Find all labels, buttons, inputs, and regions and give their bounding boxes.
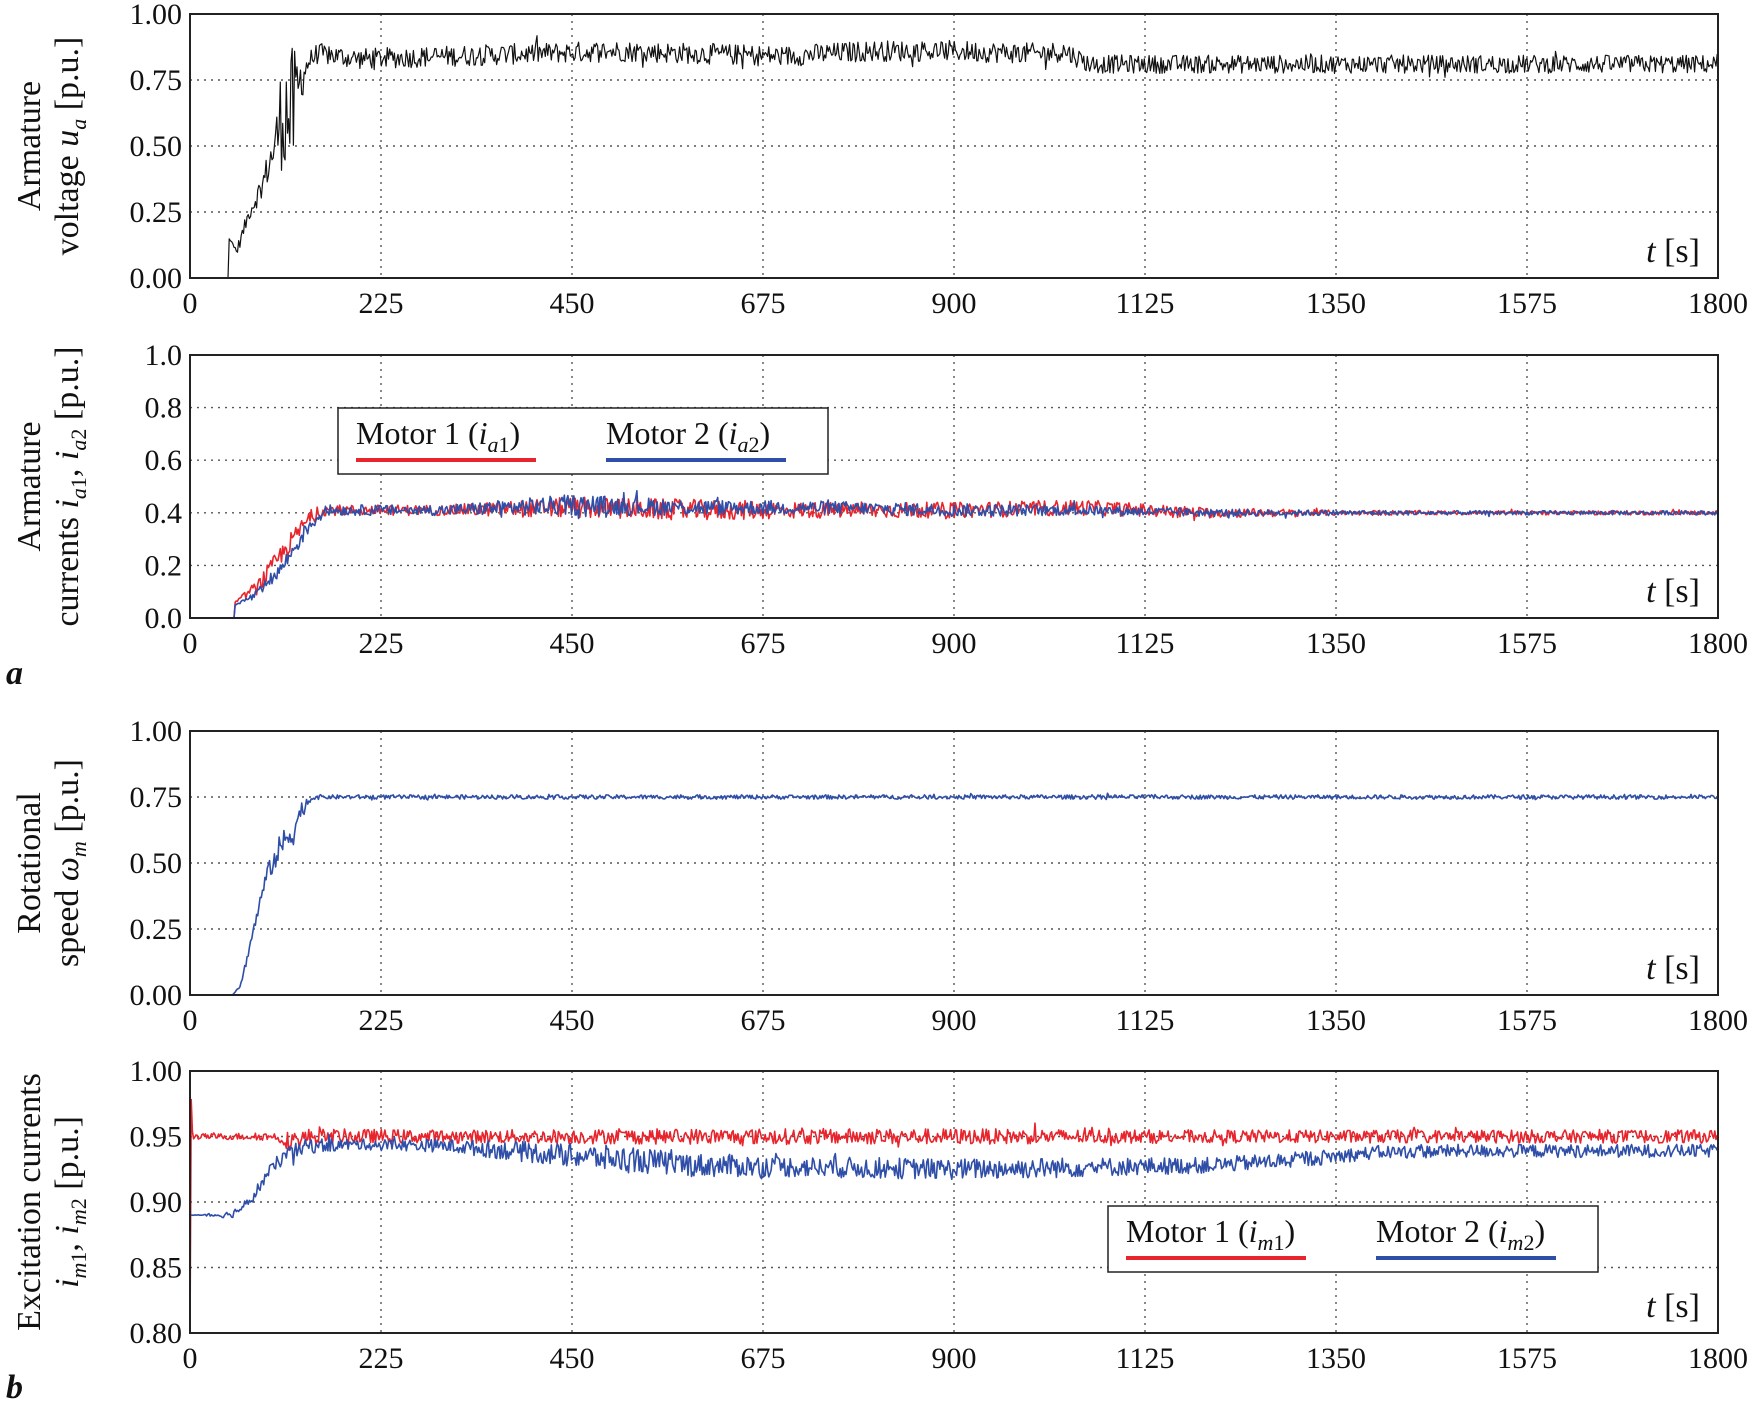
panel-label-b: b xyxy=(6,1369,23,1406)
y-axis-label-line-1: Excitation currents xyxy=(11,1073,48,1331)
y-axis-label-line-1: Rotational xyxy=(11,792,48,934)
y-tick-label: 0.8 xyxy=(145,392,183,425)
plot-frame xyxy=(189,354,1719,619)
legend-box xyxy=(337,407,829,475)
x-tick-label: 0 xyxy=(183,1004,198,1037)
y-tick-label: 0.25 xyxy=(130,913,183,946)
x-tick-label: 450 xyxy=(550,1004,595,1037)
x-tick-label: 900 xyxy=(932,287,977,320)
legend-entry-1: Motor 1 (im1​) xyxy=(1126,1213,1295,1255)
x-tick-label: 1125 xyxy=(1116,627,1175,660)
series-line-2 xyxy=(190,489,1718,619)
x-tick-label: 1350 xyxy=(1306,1004,1366,1037)
chart-armature-currents: 0.0 0.2 0.4 0.6 0.8 1.0 0 225 450 675 900 1125 1350 1… xyxy=(11,339,1748,660)
x-tick-label: 1125 xyxy=(1116,287,1175,320)
x-tick-label: 0 xyxy=(183,627,198,660)
plot-frame xyxy=(189,1070,1719,1334)
x-tick-label: 225 xyxy=(359,287,404,320)
y-tick-label: 0.00 xyxy=(130,262,183,295)
series-line-1 xyxy=(189,1098,1718,1334)
x-tick-label: 1575 xyxy=(1497,627,1557,660)
legend-entry-2: Motor 2 (ia2​) xyxy=(606,415,770,457)
y-tick-label: 0.75 xyxy=(130,781,183,814)
y-tick-label: 0.90 xyxy=(130,1186,183,1219)
y-tick-label: 1.00 xyxy=(130,0,183,31)
x-tick-label: 450 xyxy=(550,627,595,660)
x-tick-label: 1800 xyxy=(1688,287,1748,320)
panel-label-a: a xyxy=(6,655,23,692)
x-tick-label: 1575 xyxy=(1497,287,1557,320)
y-tick-label: 0.00 xyxy=(130,979,183,1012)
legend-entry-2: Motor 2 (im2​) xyxy=(1376,1213,1545,1255)
x-tick-label: 1350 xyxy=(1306,1342,1366,1375)
plot-frame xyxy=(189,13,1719,279)
x-tick-label: 1800 xyxy=(1688,1004,1748,1037)
x-tick-label: 1800 xyxy=(1688,1342,1748,1375)
x-tick-label: 900 xyxy=(932,627,977,660)
x-tick-label: 1350 xyxy=(1306,287,1366,320)
series-line-2 xyxy=(190,1134,1718,1219)
x-tick-label: 675 xyxy=(741,287,786,320)
plot-layer: 0.000.250.500.751.000 225 450 675 900 1125 135… xyxy=(11,0,1748,1375)
x-tick-label: 0 xyxy=(183,1342,198,1375)
x-tick-label: 900 xyxy=(932,1004,977,1037)
y-tick-label: 0.85 xyxy=(130,1252,183,1285)
y-tick-label: 0.50 xyxy=(130,847,183,880)
legend-entry-1: Motor 1 (ia1​) xyxy=(356,415,520,457)
y-tick-label: 1.0 xyxy=(145,339,183,372)
x-axis-label: t [s] xyxy=(1646,573,1700,610)
x-tick-label: 225 xyxy=(359,1342,404,1375)
x-tick-label: 675 xyxy=(741,627,786,660)
y-tick-label: 0.95 xyxy=(130,1121,183,1154)
x-tick-label: 1125 xyxy=(1116,1004,1175,1037)
chart-rotational-speed: 0.00 0.25 0.50 0.75 1.00 0 225 450 675 900 1125 135… xyxy=(11,715,1748,1037)
plot-frame xyxy=(189,730,1719,996)
x-tick-label: 1350 xyxy=(1306,627,1366,660)
x-tick-label: 1575 xyxy=(1497,1342,1557,1375)
chart-armature-voltage: 0.00 0.25 0.50 0.75 1.00 0 225 450 675 900 1125 135… xyxy=(11,0,1748,320)
y-tick-label: 0.80 xyxy=(130,1317,183,1350)
legend-box xyxy=(1107,1205,1599,1273)
y-tick-label: 0.50 xyxy=(130,130,183,163)
legend: Motor 1 (ia1​) Motor 2 (ia2​) xyxy=(337,407,829,475)
y-tick-label: 1.00 xyxy=(130,1055,183,1088)
x-axis-label: t [s] xyxy=(1646,1288,1700,1325)
x-tick-label: 225 xyxy=(359,1004,404,1037)
x-tick-label: 1800 xyxy=(1688,627,1748,660)
y-tick-label: 0.0 xyxy=(145,602,183,635)
x-axis-label: t [s] xyxy=(1646,233,1700,270)
x-tick-label: 1575 xyxy=(1497,1004,1557,1037)
x-axis-label: t [s] xyxy=(1646,950,1700,987)
x-tick-label: 900 xyxy=(932,1342,977,1375)
x-tick-label: 450 xyxy=(550,1342,595,1375)
y-tick-label: 0.25 xyxy=(130,196,183,229)
x-tick-label: 0 xyxy=(183,287,198,320)
y-axis-label-line-1: Armature xyxy=(11,81,48,211)
x-tick-label: 1125 xyxy=(1116,1342,1175,1375)
x-tick-label: 225 xyxy=(359,627,404,660)
y-axis-label-line-2: currents ia1​, ia2​ [p.u.] xyxy=(49,346,91,626)
x-tick-label: 675 xyxy=(741,1004,786,1037)
y-tick-label: 0.6 xyxy=(145,444,183,477)
x-tick-label: 675 xyxy=(741,1342,786,1375)
y-tick-label: 0.75 xyxy=(130,64,183,97)
y-axis-label-line-2: speed ωm​ [p.u.] xyxy=(49,759,91,967)
chart-excitation-currents: 0.80 0.85 0.90 0.95 1.00 0 225 450 675 900 1125 135… xyxy=(11,1055,1748,1375)
y-axis-label-line-1: Armature xyxy=(11,421,48,551)
y-tick-label: 0.4 xyxy=(145,497,183,530)
y-axis-label-line-2: im1​, im2​ [p.u.] xyxy=(49,1116,91,1288)
series-line-1 xyxy=(190,792,1718,996)
legend: Motor 1 (im1​) Motor 2 (im2​) xyxy=(1107,1205,1599,1273)
series-line-1 xyxy=(190,35,1718,279)
x-tick-label: 450 xyxy=(550,287,595,320)
y-axis-label-line-2: voltage ua​ [p.u.] xyxy=(49,37,91,256)
y-tick-label: 1.00 xyxy=(130,715,183,748)
y-tick-label: 0.2 xyxy=(145,549,183,582)
